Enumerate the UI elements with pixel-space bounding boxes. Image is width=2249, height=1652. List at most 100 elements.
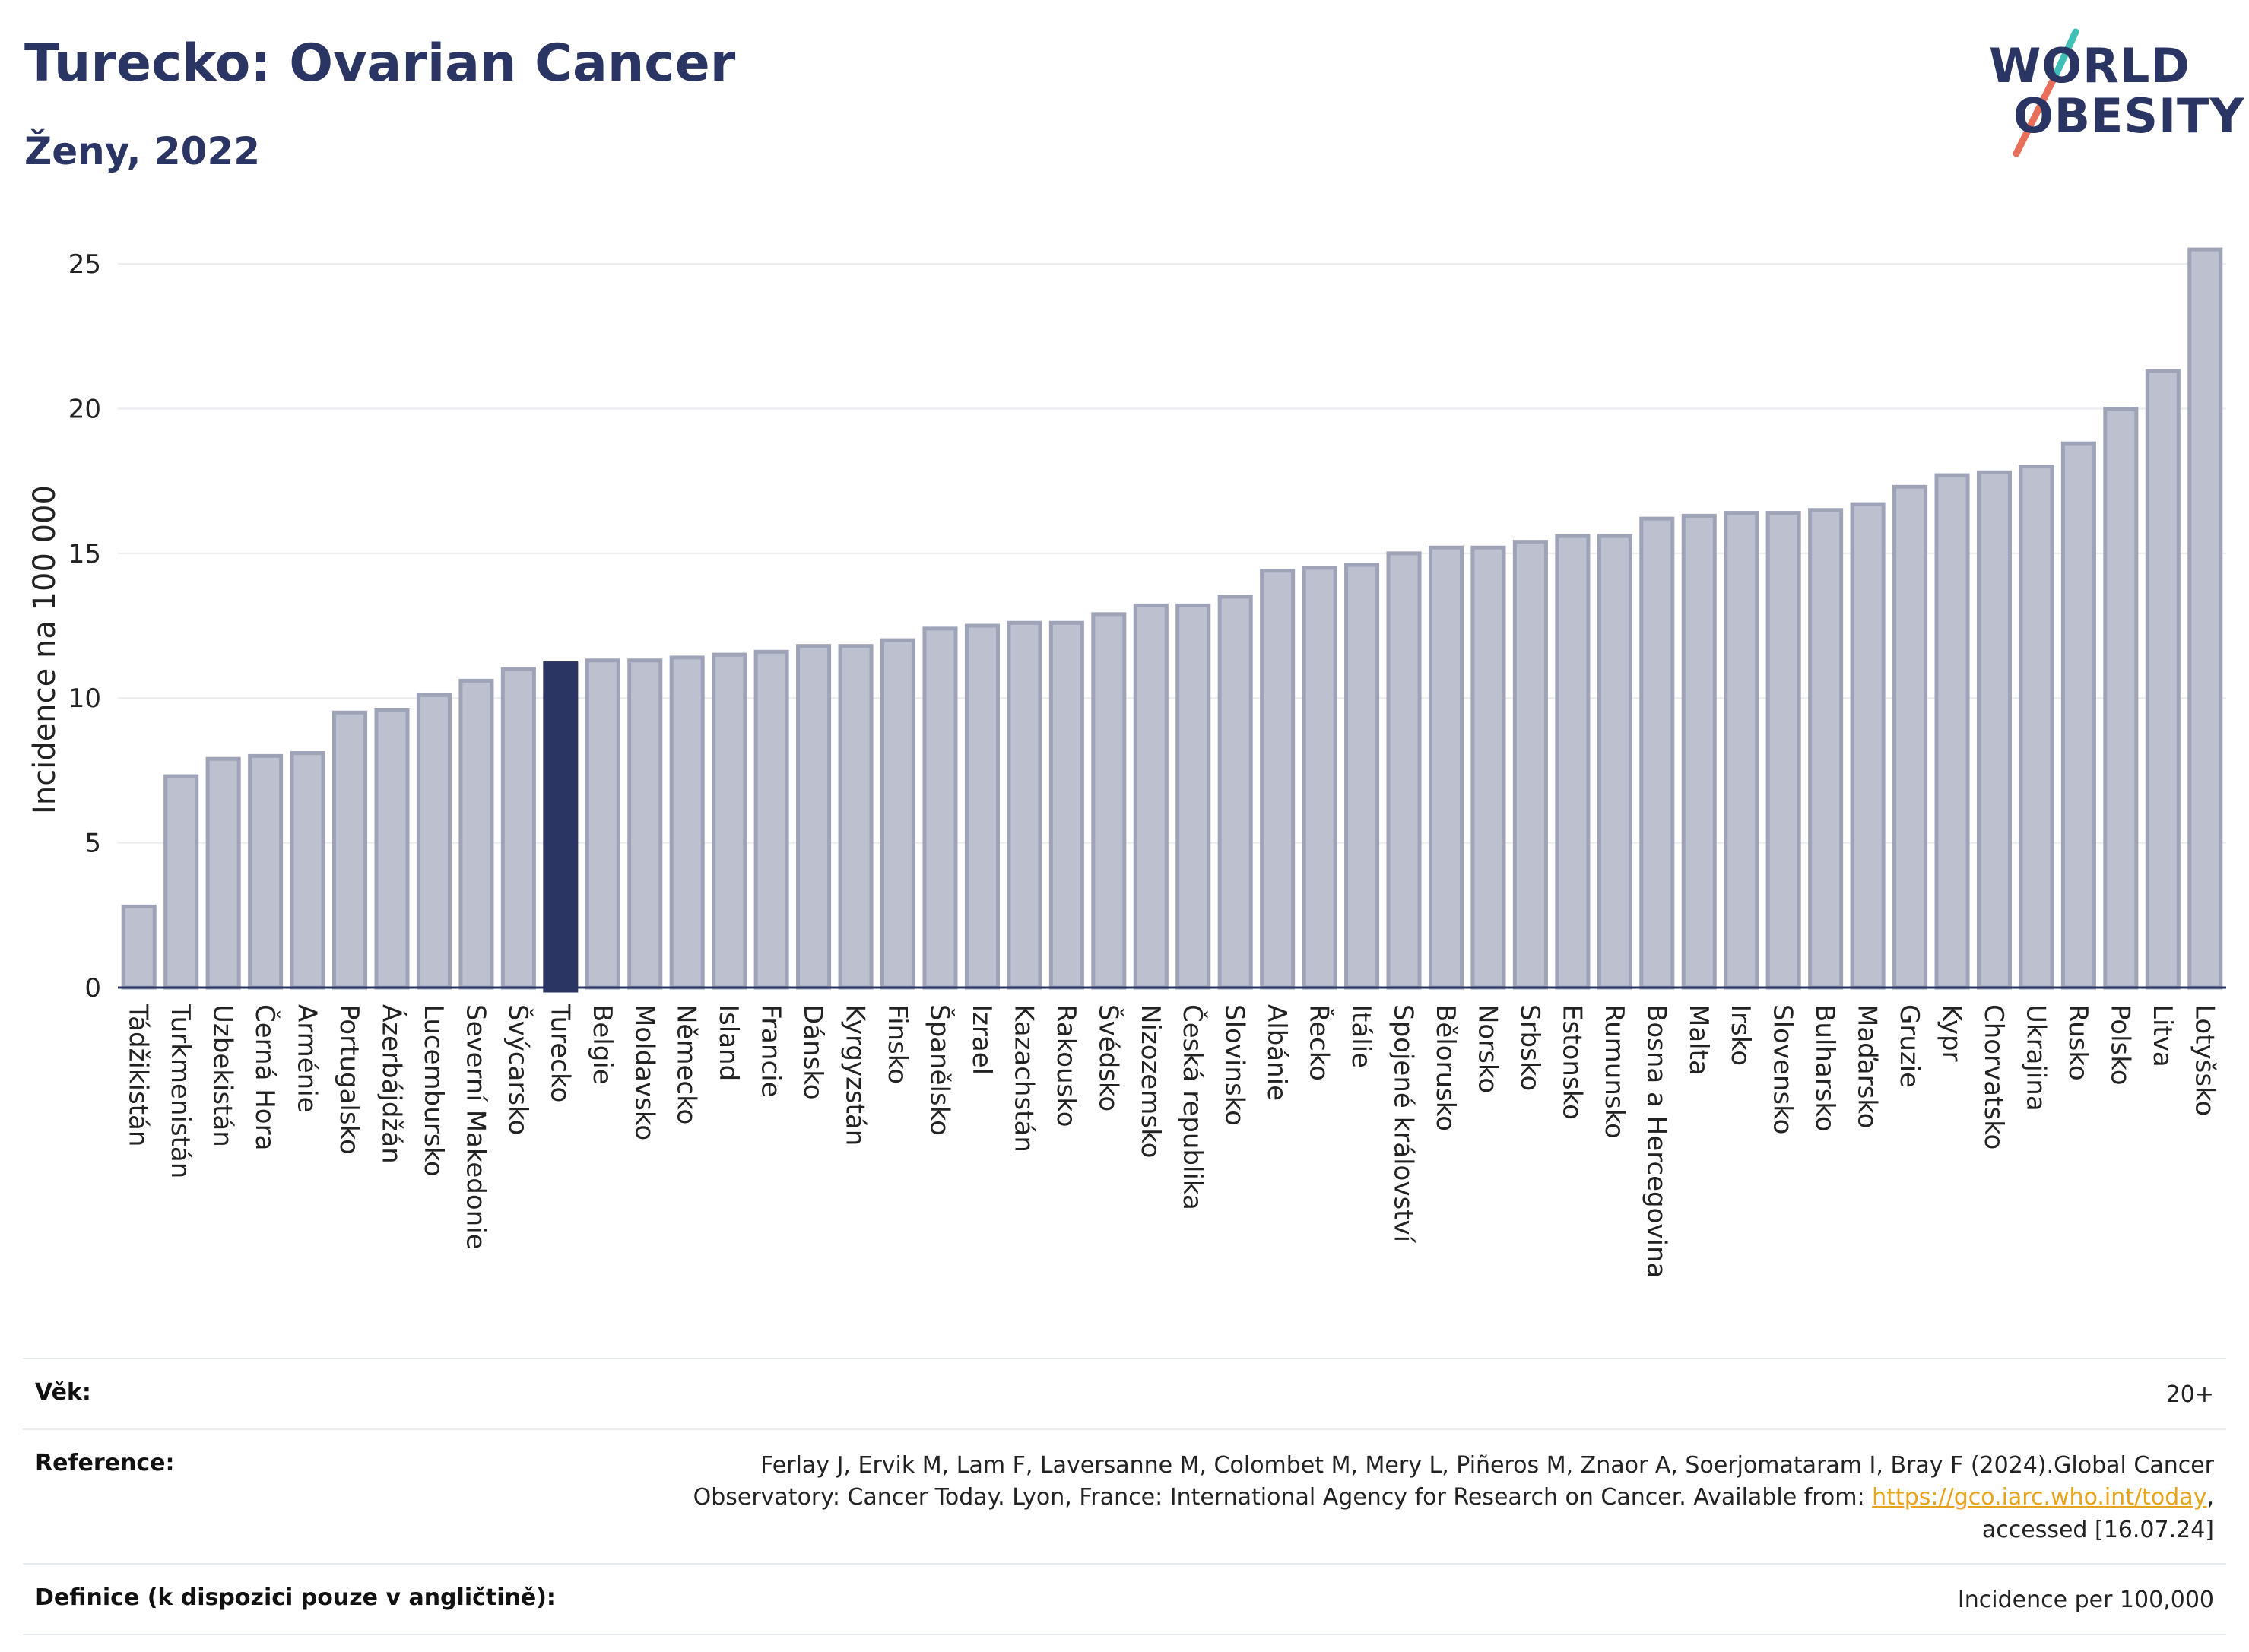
definition-value: Incidence per 100,000 xyxy=(1957,1587,2214,1614)
reference-link[interactable]: https://gco.iarc.who.int/today xyxy=(1872,1484,2207,1511)
reference-value: Ferlay J, Ervik M, Lam F, Laversanne M, … xyxy=(617,1450,2214,1547)
bar xyxy=(332,710,368,990)
bar xyxy=(2187,247,2223,990)
y-tick-label: 5 xyxy=(84,829,101,859)
x-tick-label: Česká republika xyxy=(1177,1004,1208,1210)
bar xyxy=(1934,473,1970,990)
x-tick-label: Černá Hora xyxy=(249,1004,281,1150)
bar xyxy=(1133,603,1169,990)
x-tick-label: Kyrgyzstán xyxy=(840,1004,871,1146)
bar xyxy=(121,904,157,990)
bar xyxy=(627,658,663,990)
x-tick-label: Polsko xyxy=(2105,1004,2135,1086)
x-tick-label: Litva xyxy=(2147,1004,2178,1067)
bar xyxy=(2103,406,2139,990)
x-tick-label: Turecko xyxy=(544,1004,575,1102)
bar xyxy=(964,623,1000,990)
x-tick-label: Maďarsko xyxy=(1852,1004,1883,1129)
x-tick-label: Bělorusko xyxy=(1430,1004,1461,1131)
x-tick-label: Bosna a Hercegovina xyxy=(1641,1004,1671,1278)
bar xyxy=(1555,534,1591,990)
x-tick-label: Island xyxy=(713,1004,744,1081)
bar xyxy=(1428,545,1464,990)
x-tick-label: Arménie xyxy=(292,1004,322,1113)
bar xyxy=(1470,545,1506,990)
x-tick-label: Slovinsko xyxy=(1220,1004,1250,1126)
x-tick-label: Turkmenistán xyxy=(165,1004,195,1178)
x-tick-label: Rakousko xyxy=(1051,1004,1081,1127)
bar xyxy=(1639,516,1675,990)
bar xyxy=(1850,502,1886,990)
y-axis-title: Incidence na 100 000 xyxy=(27,485,62,814)
age-value: 20+ xyxy=(2165,1381,2214,1408)
logo-word-obesity: OBESITY xyxy=(2013,88,2245,144)
x-tick-label: Srbsko xyxy=(1515,1004,1545,1091)
x-tick-label: Rumunsko xyxy=(1599,1004,1629,1139)
x-tick-label: Estonsko xyxy=(1556,1004,1587,1120)
bar xyxy=(458,678,494,990)
x-tick-label: Belgie xyxy=(587,1004,617,1085)
bar xyxy=(1597,534,1632,990)
x-tick-label: Kazachstán xyxy=(1008,1004,1039,1153)
x-tick-label: Slovensko xyxy=(1768,1004,1798,1134)
info-table: Věk: 20+ Reference: Ferlay J, Ervik M, L… xyxy=(23,1358,2226,1635)
bar xyxy=(1386,551,1422,990)
reference-label: Reference: xyxy=(35,1449,175,1476)
bar xyxy=(1007,620,1042,990)
bar xyxy=(163,774,199,990)
x-tick-label: Ukrajina xyxy=(2020,1004,2051,1111)
bar xyxy=(669,655,705,990)
bar xyxy=(374,707,410,990)
bar xyxy=(712,652,747,990)
x-tick-label: Severní Makedonie xyxy=(460,1004,490,1250)
bar xyxy=(1976,470,2012,990)
x-tick-label: Nizozemsko xyxy=(1135,1004,1166,1158)
bar xyxy=(796,644,832,990)
bar xyxy=(922,626,958,990)
x-tick-label: Finsko xyxy=(882,1004,912,1084)
x-tick-label: Bulharsko xyxy=(1810,1004,1840,1132)
reference-suffix: , accessed [16.07.24] xyxy=(1981,1484,2214,1543)
x-tick-label: Norsko xyxy=(1472,1004,1502,1093)
x-tick-label: Itálie xyxy=(1346,1004,1376,1068)
bar xyxy=(1048,620,1084,990)
x-tick-label: Švýcarsko xyxy=(503,1004,534,1135)
x-tick-label: Německo xyxy=(671,1004,702,1124)
bar xyxy=(1302,566,1337,990)
x-tick-label: Izrael xyxy=(966,1004,997,1075)
y-tick-label: 10 xyxy=(68,683,101,714)
x-tick-label: Tádžikistán xyxy=(123,1004,154,1146)
info-row-reference: Reference: Ferlay J, Ervik M, Lam F, Lav… xyxy=(23,1428,2226,1564)
bar xyxy=(1892,484,1928,990)
x-tick-label: Albánie xyxy=(1261,1004,1292,1101)
bar xyxy=(1512,540,1548,990)
bar xyxy=(1808,508,1844,990)
bar xyxy=(1765,511,1801,990)
logo-word-world: WORLD xyxy=(1989,38,2190,94)
x-tick-label: Kypr xyxy=(1937,1004,1967,1062)
bar xyxy=(416,693,452,990)
y-tick-label: 25 xyxy=(68,249,101,280)
x-tick-label: Malta xyxy=(1683,1004,1714,1076)
x-tick-label: Řecko xyxy=(1304,1004,1335,1081)
bar xyxy=(1175,603,1211,990)
bar xyxy=(2019,465,2054,990)
x-tick-label: Švédsko xyxy=(1093,1004,1124,1111)
reference-text: Ferlay J, Ervik M, Lam F, Laversanne M, … xyxy=(693,1451,2214,1511)
bar xyxy=(585,658,620,990)
bar xyxy=(248,753,284,990)
world-obesity-logo: WORLD OBESITY xyxy=(1977,23,2244,160)
bar xyxy=(1260,569,1296,990)
y-tick-label: 15 xyxy=(68,539,101,569)
chart-subtitle: Ženy, 2022 xyxy=(24,129,261,173)
y-tick-label: 0 xyxy=(84,973,101,1004)
bar xyxy=(880,638,916,990)
bar xyxy=(753,649,789,990)
bar xyxy=(205,756,241,990)
y-tick-label: 20 xyxy=(68,394,101,424)
bar xyxy=(2145,369,2181,990)
highlighted-bar xyxy=(543,661,579,993)
x-tick-label: Portugalsko xyxy=(334,1004,364,1155)
x-tick-label: Rusko xyxy=(2063,1004,2093,1081)
x-tick-label: Dánsko xyxy=(798,1004,828,1100)
